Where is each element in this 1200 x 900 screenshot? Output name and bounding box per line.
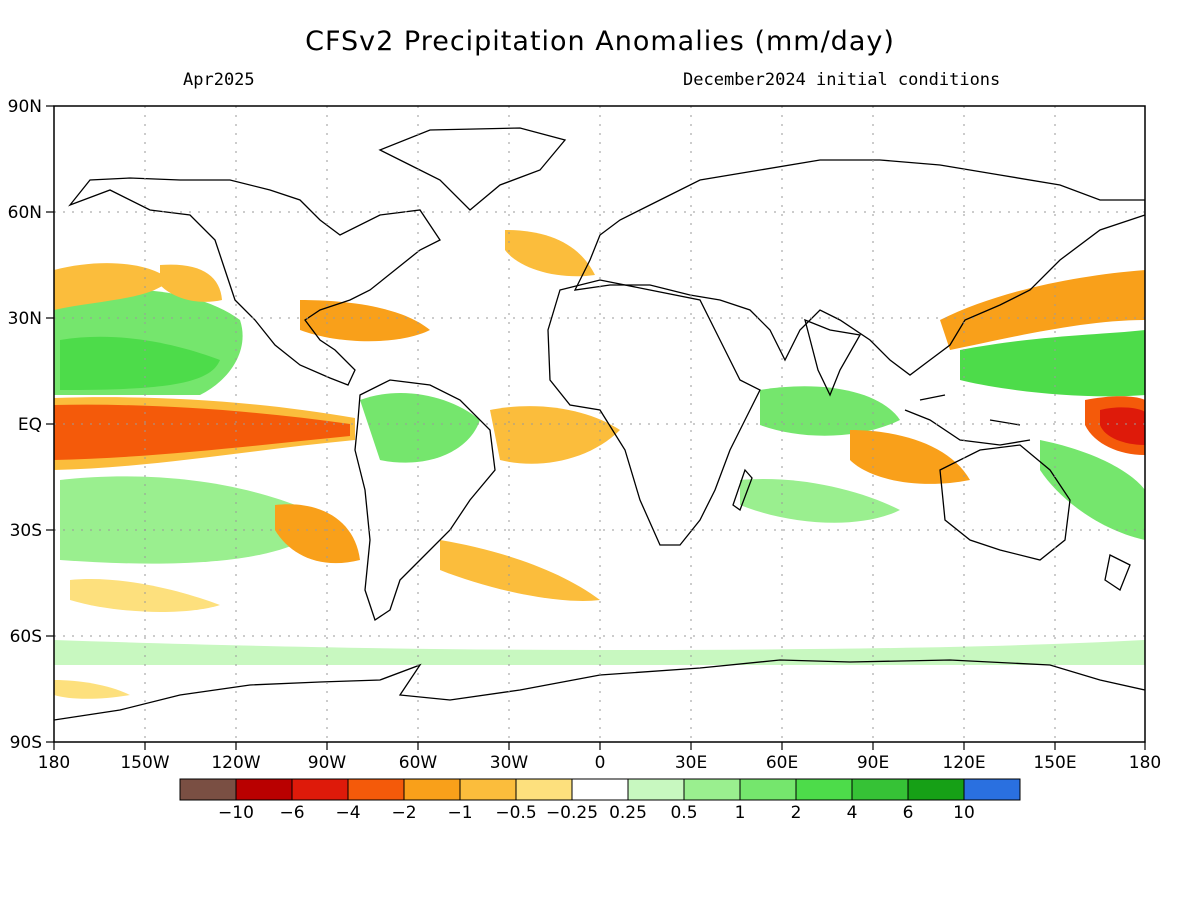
anomaly-west-pacific-wet <box>960 330 1145 397</box>
anomaly-south-pacific-wet <box>60 476 330 564</box>
colorbar-swatch <box>795 778 853 801</box>
coast-south-america <box>354 379 496 622</box>
colorbar-swatch <box>963 778 1021 801</box>
lon-tick-label: 30W <box>490 753 529 773</box>
colorbar-swatch <box>291 778 349 801</box>
anomaly-antarctic-dry <box>54 680 130 699</box>
colorbar-swatch <box>683 778 741 801</box>
colorbar <box>179 778 1021 801</box>
colorbar-label: −6 <box>279 803 304 823</box>
lon-tick-label: 180 <box>1129 753 1161 773</box>
initial-conditions: December2024 initial conditions <box>683 70 1001 90</box>
colorbar-labels: −10 −6 −4 −2 −1 −0.5 −0.25 0.25 0.5 1 2 4 6 10 <box>218 803 975 823</box>
colorbar-label: −2 <box>391 803 416 823</box>
lon-tick-label: 90E <box>857 753 889 773</box>
colorbar-swatch <box>179 778 237 801</box>
anomaly-sw-pacific-wet <box>1040 440 1145 540</box>
anomaly-indian-ocean-wet <box>760 386 900 436</box>
anomaly-south-pacific-dry-2 <box>70 579 220 612</box>
coast-africa <box>547 279 761 546</box>
colorbar-swatch <box>907 778 965 801</box>
lon-tick-label: 90W <box>308 753 347 773</box>
colorbar-swatch <box>459 778 517 801</box>
anomaly-north-atlantic-dry <box>300 300 430 342</box>
colorbar-swatch <box>571 778 629 801</box>
anomaly-amazon-wet <box>360 392 480 463</box>
coast-madagascar <box>732 468 753 512</box>
anomaly-south-pacific-dry <box>275 504 360 564</box>
coast-greenland <box>378 127 567 211</box>
map-title: CFSv2 Precipitation Anomalies (mm/day) <box>305 26 895 57</box>
anomaly-field <box>54 230 1145 699</box>
coastlines <box>54 127 1145 721</box>
anomaly-north-pacific-wet-core <box>60 336 220 390</box>
coast-antarctica <box>54 659 1145 721</box>
forecast-month: Apr2025 <box>183 70 255 90</box>
lon-tick-label: 60W <box>399 753 438 773</box>
anomaly-south-atlantic-dry <box>440 540 600 601</box>
colorbar-label: 4 <box>847 803 858 823</box>
lon-tick-label: 150E <box>1033 753 1076 773</box>
colorbar-swatch <box>515 778 573 801</box>
anomaly-tropical-atlantic-dry <box>490 406 620 464</box>
coast-australia <box>939 444 1071 561</box>
colorbar-label: 10 <box>953 803 975 823</box>
anomaly-north-europe-dry <box>505 230 595 277</box>
anomaly-n-pacific-dry <box>160 264 222 302</box>
coast-indonesia <box>904 394 1031 446</box>
colorbar-label: 6 <box>903 803 914 823</box>
anomaly-dateline-dry-core <box>1100 407 1145 445</box>
anomaly-se-indian-wet <box>740 479 900 523</box>
lat-tick-label: 60N <box>8 203 42 223</box>
colorbar-label: 1 <box>735 803 746 823</box>
anomaly-ne-pacific-dry <box>54 263 170 310</box>
lon-tick-label: 180 <box>38 753 70 773</box>
colorbar-label: 0.25 <box>609 803 647 823</box>
lon-tick-label: 60E <box>766 753 798 773</box>
lat-tick-label: EQ <box>18 415 42 435</box>
colorbar-label: 2 <box>791 803 802 823</box>
colorbar-label: −0.5 <box>495 803 536 823</box>
coast-eurasia <box>573 159 1145 376</box>
anomaly-indian-ocean-dry <box>850 430 970 484</box>
colorbar-swatch <box>627 778 685 801</box>
coast-new-zealand <box>1104 554 1131 591</box>
colorbar-label: −10 <box>218 803 254 823</box>
colorbar-label: −4 <box>335 803 360 823</box>
lon-tick-label: 150W <box>120 753 169 773</box>
colorbar-swatch <box>739 778 797 801</box>
tick-marks <box>46 105 1146 750</box>
lat-tick-label: 30S <box>10 521 42 541</box>
coast-north-america <box>68 177 441 386</box>
colorbar-swatch <box>347 778 405 801</box>
anomaly-west-pacific-dry <box>940 270 1145 350</box>
lon-tick-label: 120E <box>942 753 985 773</box>
anomaly-eq-pacific-dry-core <box>54 404 350 460</box>
colorbar-label: 0.5 <box>670 803 697 823</box>
colorbar-label: −1 <box>447 803 472 823</box>
colorbar-label: −0.25 <box>546 803 598 823</box>
colorbar-swatch <box>851 778 909 801</box>
lat-tick-label: 60S <box>10 627 42 647</box>
lon-tick-label: 30E <box>675 753 707 773</box>
coast-india <box>804 318 862 397</box>
lat-tick-label: 90S <box>10 733 42 753</box>
lon-tick-label: 120W <box>211 753 260 773</box>
lat-tick-label: 30N <box>8 309 42 329</box>
lat-tick-label: 90N <box>8 97 42 117</box>
anomaly-southern-ocean-wet <box>54 640 1145 665</box>
lon-tick-label: 0 <box>595 753 606 773</box>
gridlines <box>54 106 1145 742</box>
colorbar-swatch <box>403 778 461 801</box>
colorbar-swatch <box>235 778 293 801</box>
